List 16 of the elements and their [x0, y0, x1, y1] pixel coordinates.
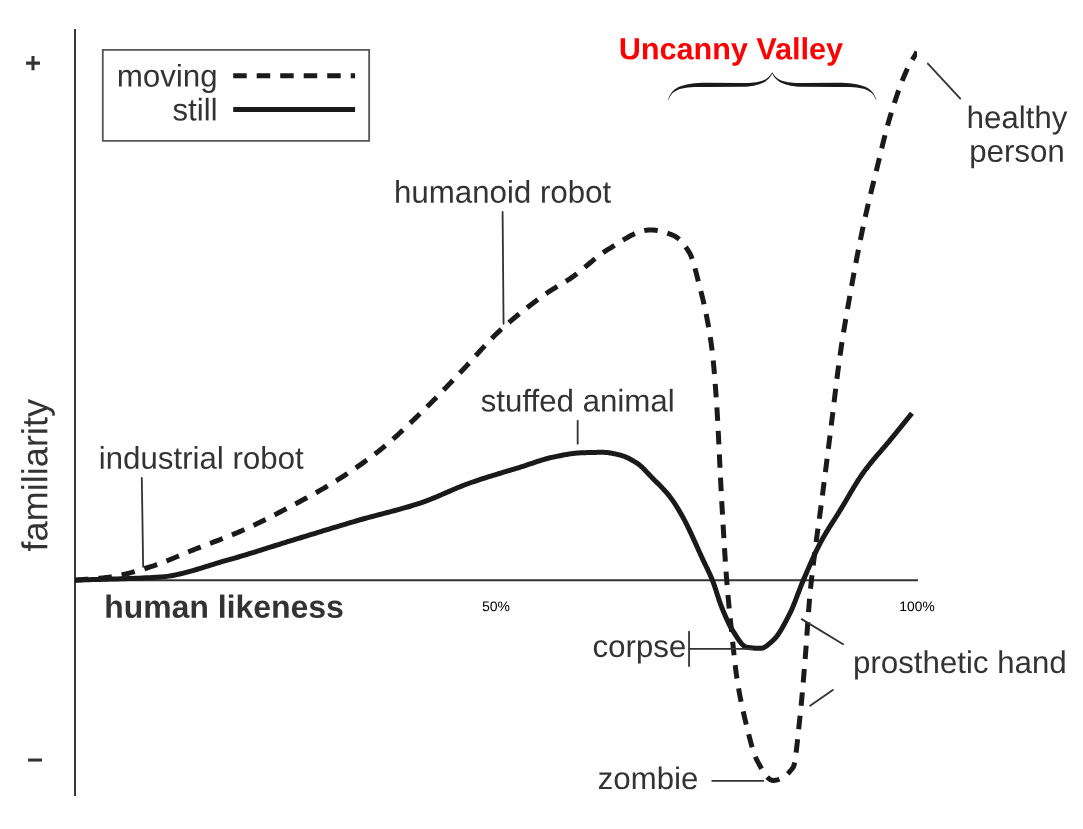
- annotation: humanoid robot: [396, 180, 611, 203]
- x-tick-label: 100%: [900, 601, 935, 612]
- text: +: [26, 56, 40, 71]
- y-axis-title: familiarity: [21, 399, 55, 551]
- x-tick-label: 50%: [482, 601, 510, 612]
- annotation: industrial robot: [100, 446, 304, 470]
- annotation: healthy person: [968, 105, 1068, 169]
- annotation: stuffed animal: [481, 388, 673, 412]
- annotation: prosthetic hand: [855, 650, 1065, 680]
- annotation: zombie: [598, 766, 697, 790]
- legend-label: still: [173, 97, 216, 121]
- x-axis-title: human likeness: [106, 594, 343, 619]
- text: −: [28, 758, 42, 762]
- annotation: corpse: [593, 640, 685, 664]
- annotation: Uncanny Valley: [620, 37, 843, 66]
- legend-label: moving: [118, 63, 216, 94]
